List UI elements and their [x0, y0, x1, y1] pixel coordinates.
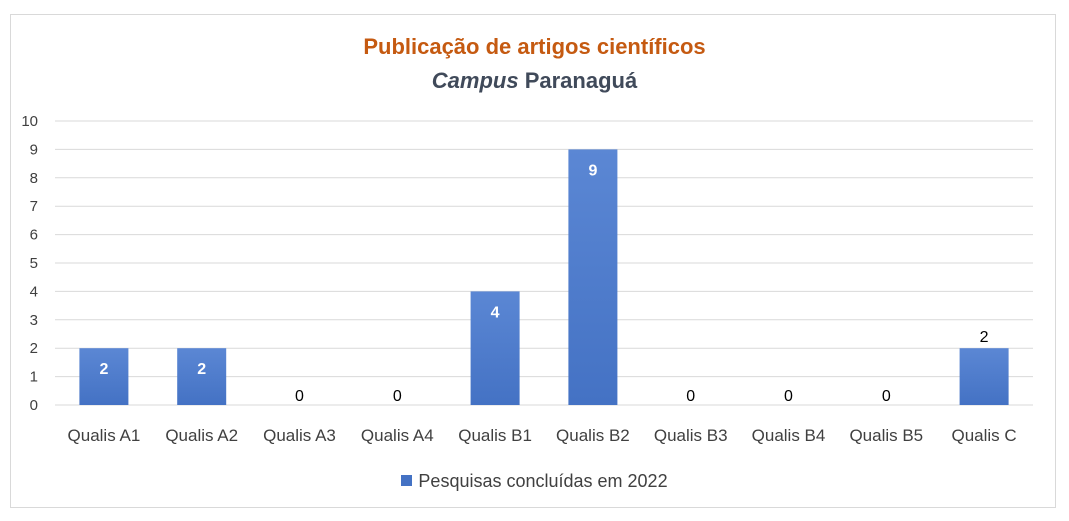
y-tick-label: 10 — [21, 113, 38, 130]
data-label: 0 — [882, 388, 891, 405]
data-label: 2 — [980, 329, 989, 346]
chart-title: Publicação de artigos científicos — [363, 34, 706, 59]
y-tick-label: 5 — [30, 255, 38, 272]
x-tick-label: Qualis A4 — [361, 426, 434, 445]
legend-swatch — [401, 475, 413, 486]
y-tick-label: 7 — [30, 198, 38, 215]
x-tick-label: Qualis B5 — [849, 426, 923, 445]
x-tick-label: Qualis B2 — [556, 426, 630, 445]
x-tick-label: Qualis C — [952, 426, 1017, 445]
data-label: 2 — [197, 361, 206, 378]
x-tick-label: Qualis A2 — [165, 426, 238, 445]
data-label: 2 — [99, 361, 108, 378]
y-tick-label: 2 — [30, 340, 38, 357]
y-tick-label: 1 — [30, 369, 38, 386]
y-tick-label: 8 — [30, 170, 38, 187]
chart-frame — [10, 14, 1056, 508]
legend: Pesquisas concluídas em 2022 — [0, 471, 1069, 492]
subtitle-italic: Campus — [431, 68, 519, 93]
data-label: 4 — [491, 304, 500, 321]
chart-subtitle: Campus Paranaguá — [0, 68, 1069, 94]
legend-label: Pesquisas concluídas em 2022 — [418, 471, 668, 491]
bar — [177, 348, 227, 405]
x-tick-label: Qualis B4 — [752, 426, 826, 445]
y-tick-label: 0 — [30, 397, 38, 414]
bar — [79, 348, 129, 405]
data-label: 0 — [393, 388, 402, 405]
y-tick-label: 3 — [30, 312, 38, 329]
bar — [568, 149, 618, 405]
bar — [470, 291, 520, 405]
bar — [959, 348, 1009, 405]
y-tick-label: 4 — [30, 283, 38, 300]
subtitle-rest: Paranaguá — [518, 68, 638, 93]
x-tick-label: Qualis B1 — [458, 426, 532, 445]
y-tick-label: 9 — [30, 141, 38, 158]
data-label: 9 — [588, 162, 597, 179]
x-tick-label: Qualis A3 — [263, 426, 336, 445]
data-label: 0 — [295, 388, 304, 405]
x-tick-label: Qualis A1 — [68, 426, 141, 445]
y-tick-label: 6 — [30, 227, 38, 244]
data-label: 0 — [686, 388, 695, 405]
data-label: 0 — [784, 388, 793, 405]
x-tick-label: Qualis B3 — [654, 426, 728, 445]
